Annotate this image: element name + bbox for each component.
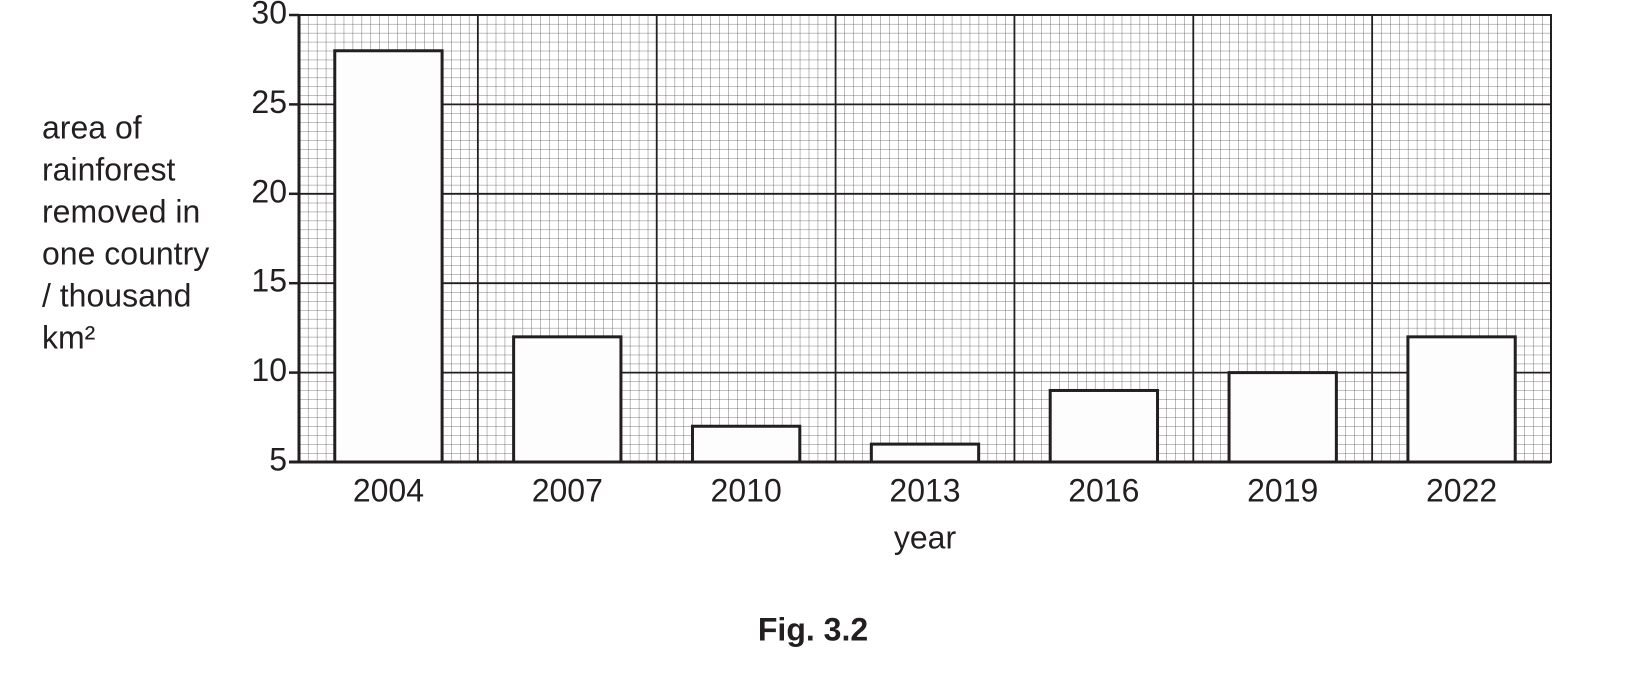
y-axis-title-line: km² <box>42 319 96 355</box>
y-axis-title-line: area of <box>42 109 142 145</box>
x-tick-label: 2016 <box>1068 472 1139 508</box>
x-tick-label: 2019 <box>1247 472 1318 508</box>
bar <box>512 335 623 464</box>
x-tick-label: 2013 <box>889 472 960 508</box>
y-tick-label: 20 <box>251 173 287 209</box>
x-tick-label: 2022 <box>1426 472 1497 508</box>
bar <box>333 49 444 464</box>
x-tick-label: 2010 <box>711 472 782 508</box>
x-tick-label: 2004 <box>353 472 424 508</box>
y-axis-title-line: rainforest <box>42 151 176 187</box>
y-tick-label: 30 <box>251 0 287 30</box>
y-tick-label: 15 <box>251 263 287 299</box>
y-axis-title-line: / thousand <box>42 277 191 313</box>
bar <box>690 424 802 464</box>
y-axis-title-line: removed in <box>42 193 200 229</box>
bar <box>1048 388 1160 464</box>
graph-paper <box>299 15 1551 462</box>
bar <box>1227 371 1338 464</box>
x-axis-title: year <box>894 519 957 555</box>
bar <box>869 442 981 464</box>
y-axis-title-line: one country <box>42 235 209 271</box>
y-tick-label: 10 <box>251 352 287 388</box>
bar <box>1406 335 1517 464</box>
figure-caption: Fig. 3.2 <box>758 611 868 647</box>
y-tick-label: 5 <box>269 441 287 477</box>
x-tick-label: 2007 <box>532 472 603 508</box>
y-tick-label: 25 <box>251 84 287 120</box>
